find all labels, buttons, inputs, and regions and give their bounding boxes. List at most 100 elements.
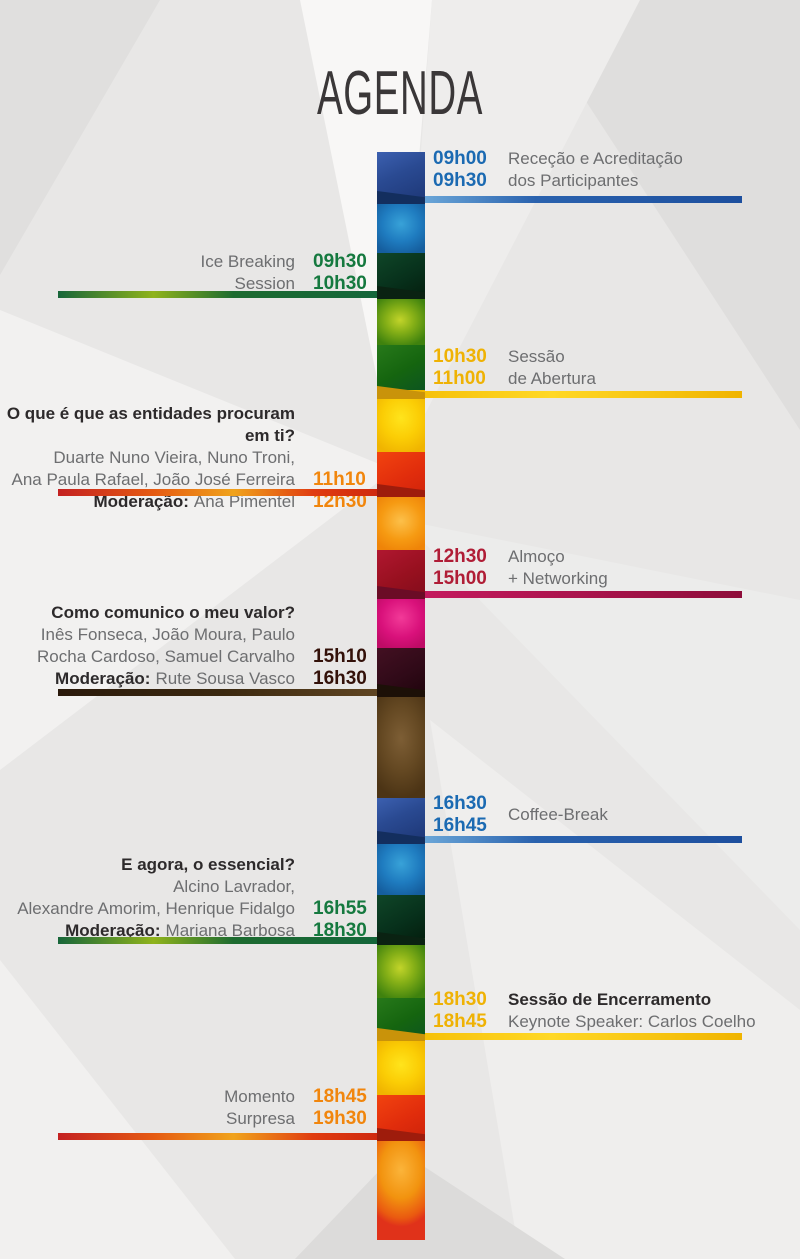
event-label: Coffee-Break [508,805,608,824]
speakers-line-2: Alexandre Amorim, Henrique Fidalgo [17,899,295,918]
timeline-segment-lime [377,938,425,998]
time-range: 10h30 11h00 [433,346,492,390]
moderation-label: Moderação: [93,492,189,511]
timeline-segment-orange [377,497,425,550]
time-range: 16h55 18h30 [313,898,370,942]
time-end: 10h30 [313,273,367,294]
time-start: 09h00 [433,148,487,169]
timeline-segment-lime [377,295,425,345]
time-range: 16h30 16h45 [433,793,492,837]
event-surprise: Momento Surpresa 18h45 19h30 [0,1086,370,1130]
time-start: 15h10 [313,646,367,667]
moderator-name: Rute Sousa Vasco [155,669,295,688]
event-label: Almoço [508,547,565,566]
event-panel-3: E agora, o essencial? Alcino Lavrador, A… [0,854,370,942]
event-label: Momento [224,1087,295,1106]
event-title: Sessão de Encerramento [508,990,712,1009]
connector-line-crimson [425,591,742,598]
moderation-label: Moderação: [65,921,161,940]
time-range: 18h45 19h30 [313,1086,370,1130]
event-label: Session [234,274,295,293]
time-start: 12h30 [433,546,487,567]
event-label: Surpresa [226,1109,295,1128]
moderator-name: Mariana Barbosa [165,921,295,940]
time-end: 16h45 [433,815,487,836]
timeline-segment-darkgreen [377,895,425,938]
time-range: 12h30 15h00 [433,546,492,590]
time-range: 09h00 09h30 [433,148,492,192]
event-label: Sessão [508,347,565,366]
connector-line-brown [58,689,377,696]
connector-line-green [58,291,377,298]
event-closing-session: 18h30 18h45 Sessão de Encerramento Keyno… [433,989,773,1033]
time-start: 18h45 [313,1086,367,1107]
timeline-segment-maroon [377,648,425,690]
time-start: 16h55 [313,898,367,919]
connector-line-green [58,937,377,944]
connector-line-yellow [425,391,742,398]
time-start: 10h30 [433,346,487,367]
timeline-segment-crimson [377,550,425,593]
speakers-line-2: Ana Paula Rafael, João José Ferreira [11,470,296,489]
time-range: 11h10 12h30 [313,469,370,513]
time-end: 12h30 [313,491,367,512]
connector-line-red [58,489,377,496]
time-end: 18h45 [433,1011,487,1032]
time-range: 18h30 18h45 [433,989,492,1033]
timeline-segment-sky [377,200,425,253]
event-label: de Abertura [508,369,596,388]
event-label: dos Participantes [508,171,639,190]
time-end: 16h30 [313,668,367,689]
time-end: 18h30 [313,920,367,941]
timeline-segment-yellow [377,1040,425,1095]
moderation: Moderação: Ana Pimentel [0,491,295,513]
event-ice-breaking: Ice Breaking Session 09h30 10h30 [0,251,370,295]
speakers-line-1: Duarte Nuno Vieira, Nuno Troni, [53,448,295,467]
timeline-segment-sky [377,838,425,895]
event-subtitle: Keynote Speaker: Carlos Coelho [508,1012,756,1031]
speakers-line-1: Inês Fonseca, João Moura, Paulo [40,625,295,644]
timeline-segment-magenta [377,593,425,648]
connector-line-yellow [425,1033,742,1040]
timeline-segment-yellow [377,390,425,452]
speakers-line-2: Rocha Cardoso, Samuel Carvalho [37,647,295,666]
moderator-name: Ana Pimentel [193,492,295,511]
timeline-segment-navy [377,798,425,838]
time-end: 19h30 [313,1108,367,1129]
time-end: 09h30 [433,170,487,191]
event-title: Como comunico o meu valor? [51,603,295,622]
time-range: 09h30 10h30 [313,251,370,295]
event-title: O que é que as entidades procuram em ti? [6,404,295,445]
time-start: 11h10 [313,469,366,490]
event-title: E agora, o essencial? [121,855,295,874]
time-end: 15h00 [433,568,487,589]
timeline-segment-orangefade [377,1137,425,1240]
event-label: + Networking [508,569,608,588]
event-panel-2: Como comunico o meu valor? Inês Fonseca,… [0,602,370,690]
event-label: Receção e Acreditação [508,149,683,168]
moderation: Moderação: Mariana Barbosa [0,920,295,942]
time-start: 16h30 [433,793,487,814]
event-registration: 09h00 09h30 Receção e Acreditação dos Pa… [433,148,773,192]
timeline-segment-navy [377,152,425,200]
time-range: 15h10 16h30 [313,646,370,690]
timeline-segment-brown [377,690,425,798]
time-end: 11h00 [433,368,486,389]
event-lunch: 12h30 15h00 Almoço + Networking [433,546,773,590]
connector-line-blue [425,836,742,843]
connector-line-red [58,1133,377,1140]
event-coffee-break: 16h30 16h45 Coffee-Break [433,793,773,837]
time-start: 09h30 [313,251,367,272]
speakers-line-1: Alcino Lavrador, [173,877,295,896]
event-opening-session: 10h30 11h00 Sessão de Abertura [433,346,773,390]
moderation: Moderação: Rute Sousa Vasco [0,668,295,690]
event-label: Ice Breaking [200,252,296,271]
time-start: 18h30 [433,989,487,1010]
moderation-label: Moderação: [55,669,151,688]
agenda-title: AGENDA [316,59,484,128]
connector-line-blue [425,196,742,203]
timeline-segment-green [377,345,425,390]
event-panel-1: O que é que as entidades procuram em ti?… [0,403,370,513]
